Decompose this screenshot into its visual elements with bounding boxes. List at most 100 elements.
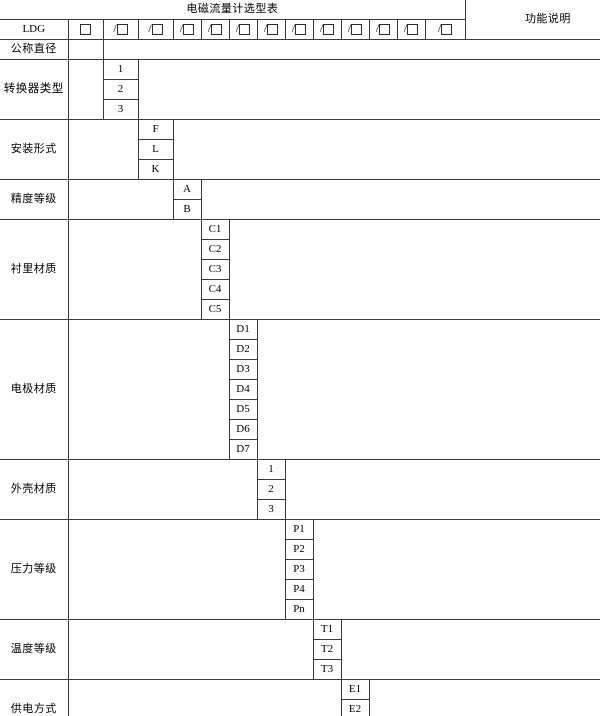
slash-separator-icon: / xyxy=(113,21,117,35)
model-slot-9[interactable]: / xyxy=(341,19,370,41)
blank-right xyxy=(369,679,466,716)
table-row: E224VDC xyxy=(0,699,600,716)
spacer-cell xyxy=(465,519,600,621)
checkbox-slot-icon xyxy=(80,23,91,35)
code-cell-3-1[interactable]: B xyxy=(172,199,202,221)
blank-left xyxy=(68,459,258,521)
code-cell-4-4[interactable]: C5 xyxy=(200,299,230,321)
model-slot-0[interactable] xyxy=(68,19,104,41)
spacer-cell xyxy=(465,59,600,121)
table-row: 供电方式E1220VAC xyxy=(0,679,600,716)
code-cell-9-1[interactable]: E2 xyxy=(340,699,370,716)
model-slot-11[interactable]: / xyxy=(397,19,426,41)
model-prefix-cell: LDG xyxy=(0,19,69,41)
model-slot-2[interactable]: / xyxy=(138,19,174,41)
blank-right xyxy=(103,39,466,61)
checkbox-slot-icon xyxy=(351,24,363,35)
model-slot-3[interactable]: / xyxy=(173,19,202,41)
blank-right xyxy=(201,179,466,221)
code-cell-7-3[interactable]: P4 xyxy=(284,579,314,601)
table-row: 精度等级A0.5级 xyxy=(0,179,600,221)
code-cell-5-3[interactable]: D4 xyxy=(228,379,258,401)
code-cell-6-1[interactable]: 2 xyxy=(256,479,286,501)
code-cell-4-2[interactable]: C3 xyxy=(200,259,230,281)
code-cell-8-2[interactable]: T3 xyxy=(312,659,342,681)
code-cell-7-0[interactable]: P1 xyxy=(284,519,314,541)
code-cell-6-0[interactable]: 1 xyxy=(256,459,286,481)
code-cell-5-5[interactable]: D6 xyxy=(228,419,258,441)
model-slot-7[interactable]: / xyxy=(285,19,314,41)
model-slot-4[interactable]: / xyxy=(201,19,230,41)
table-row: T3≤200℃(PFA) xyxy=(0,659,600,681)
table-row: C5共聚物（PFA） xyxy=(0,299,600,321)
blank-left xyxy=(68,619,314,681)
code-cell-8-0[interactable]: T1 xyxy=(312,619,342,641)
blank-right xyxy=(138,59,466,121)
code-cell-4-1[interactable]: C2 xyxy=(200,239,230,261)
blank-left xyxy=(68,519,286,621)
blank-left xyxy=(68,679,342,716)
slash-separator-icon: / xyxy=(179,21,184,35)
table-row: D6铂铱电极 xyxy=(0,419,600,441)
checkbox-slot-icon xyxy=(183,24,195,35)
code-cell-2-1[interactable]: L xyxy=(137,139,174,161)
blank-right xyxy=(341,619,466,681)
code-cell-9-0[interactable]: E1 xyxy=(340,679,370,701)
code-cell-7-4[interactable]: Pn xyxy=(284,599,314,621)
code-cell-4-0[interactable]: C1 xyxy=(200,219,230,241)
slash-separator-icon: / xyxy=(319,21,324,35)
checkbox-slot-icon xyxy=(323,24,335,35)
slash-separator-icon: / xyxy=(437,21,442,35)
code-cell-5-0[interactable]: D1 xyxy=(228,319,258,341)
section-label-2: 安装形式 xyxy=(0,119,69,181)
table-row: D3哈B电极 xyxy=(0,359,600,381)
section-label-3: 精度等级 xyxy=(0,179,69,221)
function-description-header: 功能说明 xyxy=(464,0,600,41)
blank-right xyxy=(257,319,466,461)
model-slot-1[interactable]: / xyxy=(103,19,139,41)
code-cell-8-1[interactable]: T2 xyxy=(312,639,342,661)
slash-separator-icon: / xyxy=(291,21,296,35)
code-cell-2-2[interactable]: K xyxy=(137,159,174,181)
code-cell-5-6[interactable]: D7 xyxy=(228,439,258,461)
table-title: 电磁流量计选型表 xyxy=(0,0,466,20)
code-cell-5-4[interactable]: D5 xyxy=(228,399,258,421)
code-cell-5-2[interactable]: D3 xyxy=(228,359,258,381)
model-slot-5[interactable]: / xyxy=(229,19,258,41)
model-slot-12[interactable]: / xyxy=(425,19,466,41)
checkbox-slot-icon xyxy=(239,24,251,35)
table-row: D7碳化钨 xyxy=(0,439,600,461)
slash-separator-icon: / xyxy=(347,21,352,35)
section-label-8: 温度等级 xyxy=(0,619,69,681)
checkbox-slot-icon xyxy=(116,24,128,35)
code-cell-1-1[interactable]: 2 xyxy=(102,79,139,101)
section-label-6: 外壳材质 xyxy=(0,459,69,521)
blank-right xyxy=(173,119,466,181)
model-slot-8[interactable]: / xyxy=(313,19,342,41)
code-cell-1-0[interactable]: 1 xyxy=(102,59,139,81)
checkbox-slot-icon xyxy=(211,24,223,35)
section-label-0: 公称直径 xyxy=(0,39,69,61)
code-cell-0-0[interactable] xyxy=(67,39,104,61)
model-slot-10[interactable]: / xyxy=(369,19,398,41)
code-cell-2-0[interactable]: F xyxy=(137,119,174,141)
code-cell-7-1[interactable]: P2 xyxy=(284,539,314,561)
checkbox-slot-icon xyxy=(441,24,453,35)
blank-right xyxy=(285,459,466,521)
code-cell-4-3[interactable]: C4 xyxy=(200,279,230,301)
model-slot-6[interactable]: / xyxy=(257,19,286,41)
section-label-4: 衬里材质 xyxy=(0,219,69,321)
slash-separator-icon: / xyxy=(263,21,268,35)
code-cell-3-0[interactable]: A xyxy=(172,179,202,201)
spacer-cell xyxy=(465,179,600,221)
blank-left xyxy=(68,319,230,461)
code-cell-6-2[interactable]: 3 xyxy=(256,499,286,521)
code-cell-5-1[interactable]: D2 xyxy=(228,339,258,361)
table-row: 公称直径10-2000 xyxy=(0,39,600,61)
code-cell-7-2[interactable]: P3 xyxy=(284,559,314,581)
code-cell-1-2[interactable]: 3 xyxy=(102,99,139,121)
table-row: 压力等级P14.0MPa（DN10~150） xyxy=(0,519,600,621)
